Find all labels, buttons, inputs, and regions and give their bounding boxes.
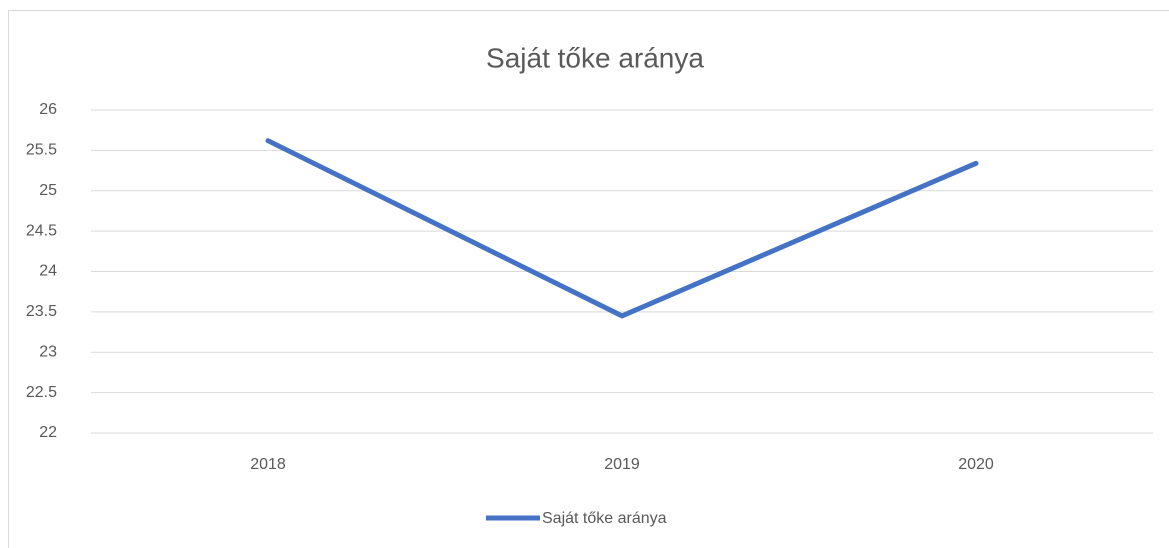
- y-tick-label: 26: [39, 101, 57, 118]
- y-tick-label: 22: [39, 424, 57, 441]
- chart-border: [8, 10, 1169, 548]
- chart-title: Saját tőke aránya: [486, 42, 704, 73]
- x-tick-label: 2020: [958, 456, 994, 473]
- x-tick-label: 2018: [250, 456, 286, 473]
- y-tick-label: 23.5: [26, 303, 57, 320]
- y-tick-label: 22.5: [26, 384, 57, 401]
- y-tick-label: 23: [39, 343, 57, 360]
- y-tick-label: 25.5: [26, 142, 57, 159]
- y-tick-label: 25: [39, 182, 57, 199]
- legend-label: Saját tőke aránya: [542, 510, 667, 527]
- y-tick-label: 24.5: [26, 222, 57, 239]
- y-tick-label: 24: [39, 263, 57, 280]
- data-line: [265, 138, 979, 319]
- x-tick-label: 2019: [604, 456, 640, 473]
